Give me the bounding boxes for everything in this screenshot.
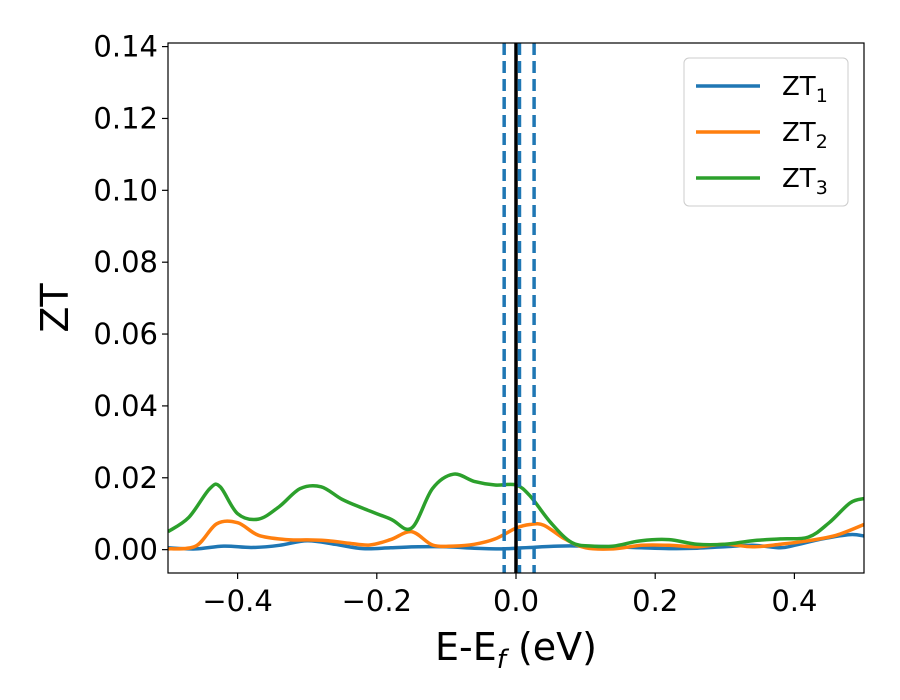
legend: ZT1 ZT2 ZT3 xyxy=(683,57,849,207)
x-tick-label: 0.4 xyxy=(771,584,817,618)
y-tick-label: 0.06 xyxy=(93,317,158,351)
legend-box xyxy=(683,57,849,207)
series-line-3 xyxy=(168,472,864,549)
y-tick-label: 0.02 xyxy=(93,461,158,495)
legend-label-1: ZT1 xyxy=(782,72,828,107)
series-lines xyxy=(168,472,864,551)
y-axis-ticks: 0.00 0.02 0.04 0.06 0.08 0.10 0.12 0.14 xyxy=(93,30,168,567)
y-tick-label: 0.04 xyxy=(93,389,158,423)
legend-label-2: ZT2 xyxy=(782,118,828,153)
x-axis-ticks: −0.4 −0.2 0.0 0.2 0.4 xyxy=(202,573,817,618)
vertical-markers xyxy=(502,43,536,573)
x-axis-label: E-Ef (eV) xyxy=(435,625,597,675)
x-axis-label-suffix: (eV) xyxy=(506,625,597,669)
y-tick-label: 0.10 xyxy=(93,173,158,207)
x-tick-label: 0.2 xyxy=(632,584,678,618)
x-axis-label-main: E-E xyxy=(435,625,497,669)
y-tick-label: 0.08 xyxy=(93,245,158,279)
y-tick-label: 0.14 xyxy=(93,30,158,64)
y-tick-label: 0.00 xyxy=(93,533,158,567)
y-tick-label: 0.12 xyxy=(93,101,158,135)
x-tick-label: 0.0 xyxy=(493,584,539,618)
y-axis-label: ZT xyxy=(33,283,77,333)
x-tick-label: −0.2 xyxy=(342,584,412,618)
x-tick-label: −0.4 xyxy=(202,584,272,618)
legend-label-3: ZT3 xyxy=(782,164,828,199)
